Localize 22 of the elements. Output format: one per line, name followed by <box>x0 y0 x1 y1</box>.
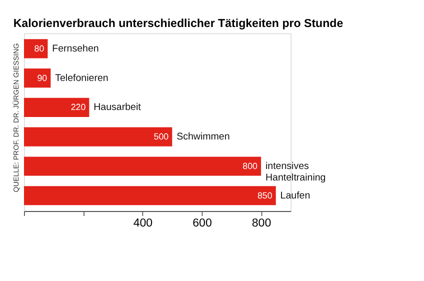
y-tick-label: Schwimmen <box>176 132 230 143</box>
data-label: 80 <box>34 43 44 54</box>
data-label: 220 <box>70 102 86 112</box>
bar <box>24 127 172 146</box>
y-tick-label: intensives Hanteltraining <box>265 160 326 184</box>
y-tick-label: Telefonieren <box>55 72 108 84</box>
bar <box>24 186 276 206</box>
y-tick-label: Laufen <box>280 190 310 202</box>
data-label: 850 <box>257 190 272 200</box>
bar <box>24 39 48 58</box>
y-tick-label: Hausarbeit <box>94 102 142 114</box>
data-label: 90 <box>37 72 48 83</box>
data-label: 500 <box>154 132 169 142</box>
x-tick-label: 800 <box>252 218 272 230</box>
x-tick-label: 400 <box>133 218 153 230</box>
bar <box>24 156 262 176</box>
y-tick-label: Fernsehen <box>52 43 99 54</box>
data-label: 800 <box>242 160 258 171</box>
bar <box>24 98 90 118</box>
chart-title: Kalorienverbrauch unterschiedlicher Tätigkeiten pro Stunde <box>13 18 344 30</box>
x-tick-label: 600 <box>192 218 212 230</box>
bar <box>24 68 51 88</box>
